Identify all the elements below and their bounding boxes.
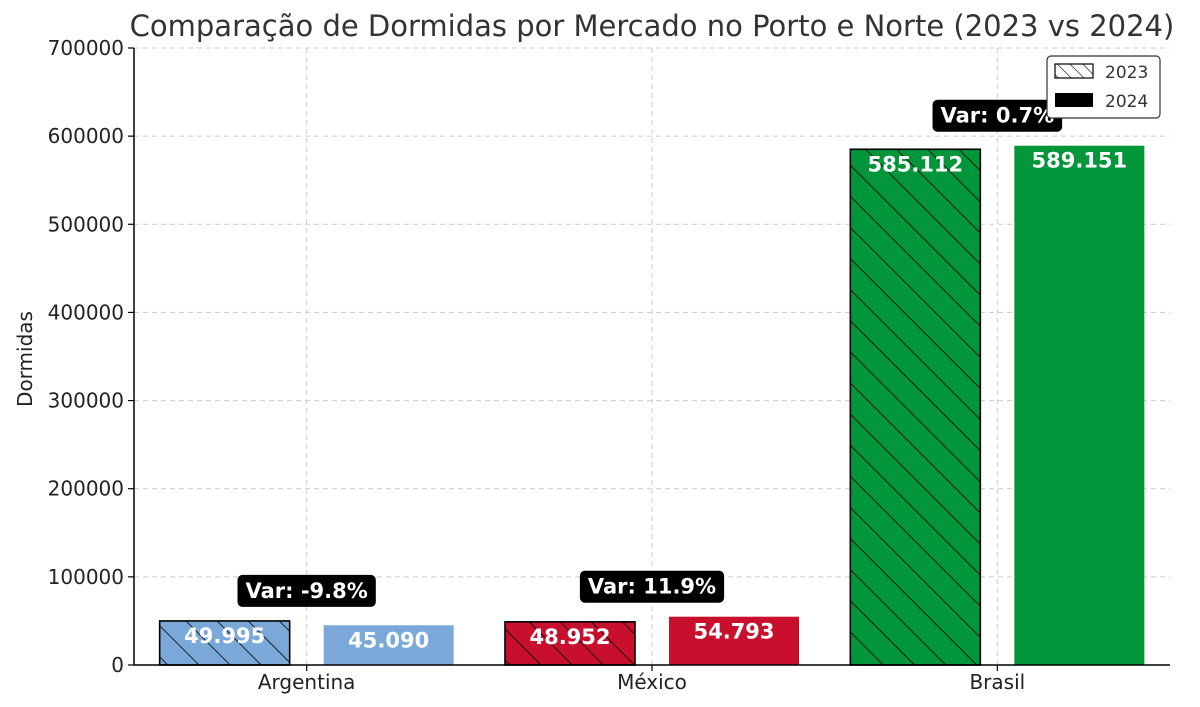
x-axis-ticks: Argentina México Brasil [258,665,1025,694]
bar-value-label: 585.112 [868,152,964,176]
bar-hatch-overlay [849,148,982,666]
legend: 2023 2024 [1046,55,1161,119]
bar-value-labels: 49.995 45.090 48.952 54.793 585.112 589.151 [184,149,1127,653]
bar-2024-méxico [669,616,799,665]
bar-value-label: 45.090 [348,628,429,652]
variation-text: Var: -9.8% [246,579,368,603]
variation-text: Var: 0.7% [941,104,1055,128]
y-tick-label: 0 [111,653,124,677]
variation-box [579,570,725,603]
y-tick-label: 500000 [48,212,124,236]
y-tick-label: 700000 [48,36,124,60]
y-tick-label: 200000 [48,477,124,501]
legend-swatch-2023 [1054,63,1094,79]
variation-annotations: Var: -9.8% Var: 11.9% Var: 0.7% [237,99,1063,607]
variation-box [932,99,1063,132]
variation-annotation: Var: 0.7% [932,99,1063,132]
x-tick-label: México [617,670,687,694]
chart-title: Comparação de Dormidas por Mercado no Po… [130,9,1175,43]
x-tick-label: Brasil [969,670,1025,694]
bar-value-label: 49.995 [184,624,265,648]
y-tick-label: 100000 [48,565,124,589]
legend-swatch-2024 [1055,93,1093,107]
y-axis-label: Dormidas [13,311,37,407]
variation-text: Var: 11.9% [588,575,716,599]
bar-value-label: 54.793 [693,620,774,644]
variation-annotation: Var: 11.9% [579,570,725,603]
bar-2024-argentina [323,625,454,665]
legend-label-2023: 2023 [1105,63,1148,83]
grid [134,47,1170,665]
y-axis-ticks: 0 100000 200000 300000 400000 500000 600000 700… [48,36,134,677]
y-tick-label: 600000 [48,124,124,148]
bar-hatch-overlay [504,621,636,666]
x-tick-label: Argentina [258,670,356,694]
bar-value-label: 589.151 [1032,149,1128,173]
variation-annotation: Var: -9.8% [237,574,376,607]
y-tick-label: 300000 [48,389,124,413]
bar-value-label: 48.952 [529,625,610,649]
y-tick-label: 400000 [48,300,124,324]
variation-box [237,574,376,607]
legend-label-2024: 2024 [1105,92,1148,112]
bar-2024-brasil [1014,145,1145,666]
